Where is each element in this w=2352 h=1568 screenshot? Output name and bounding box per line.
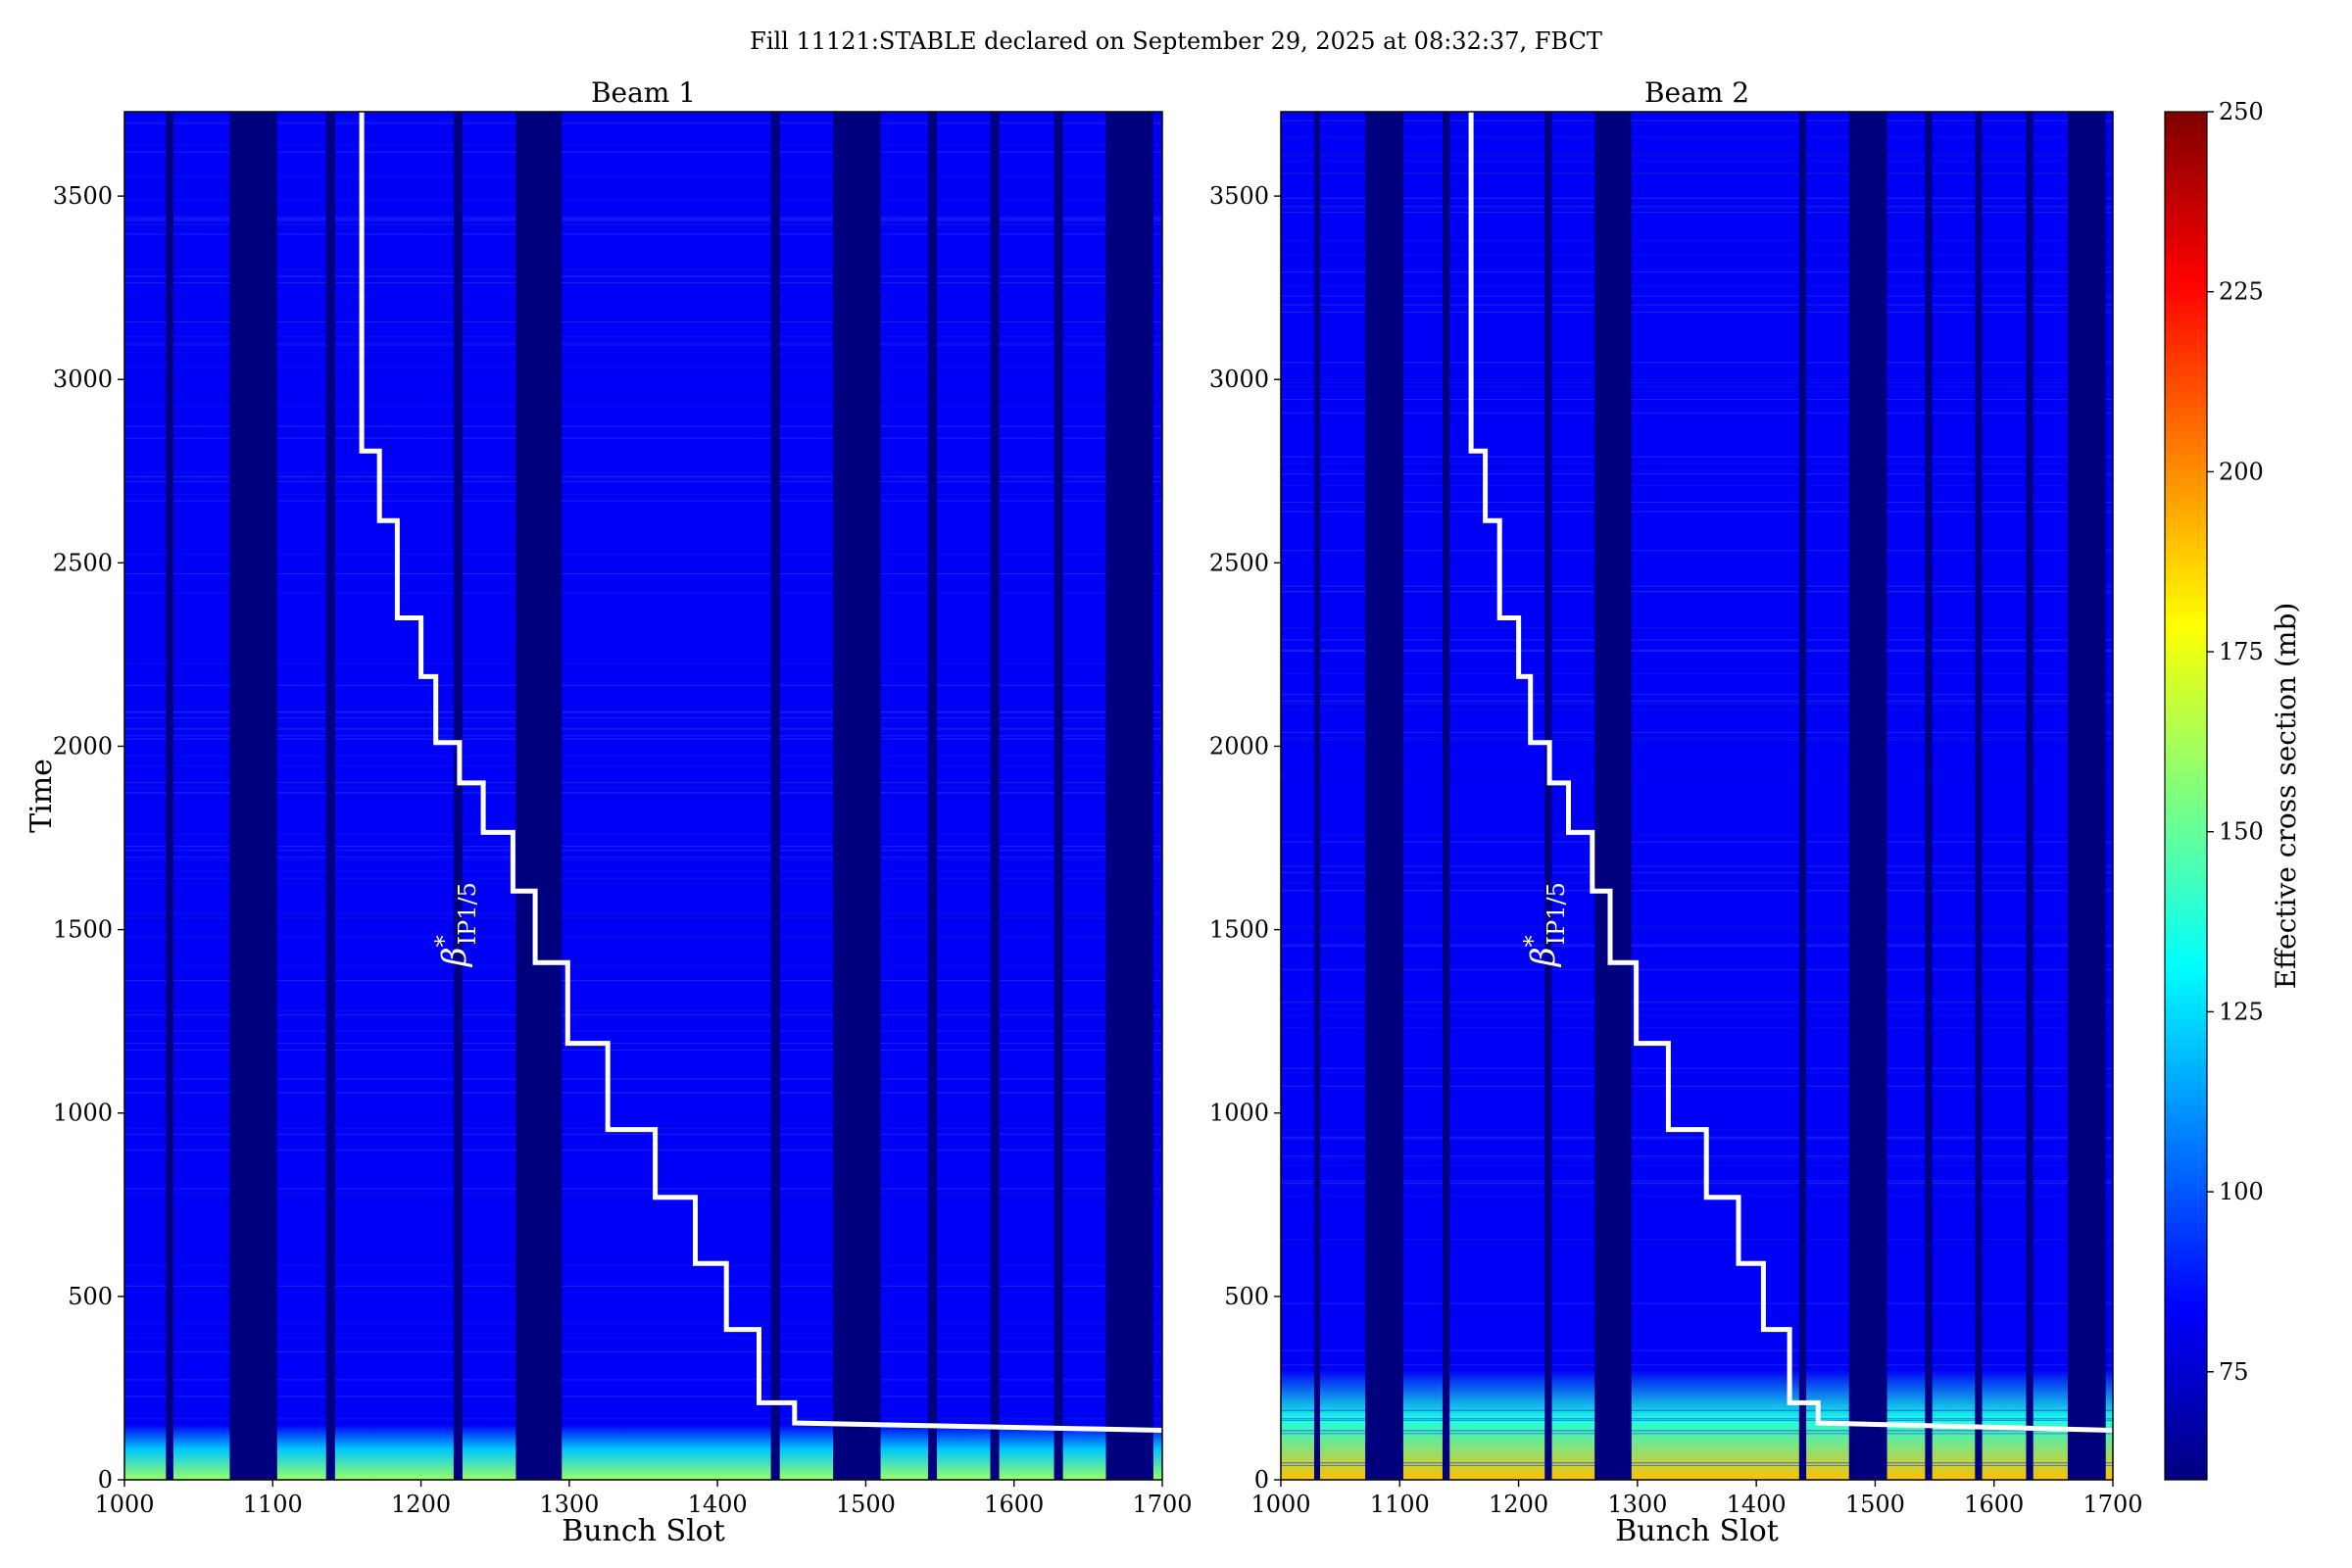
y-tick-label: 2000 [1209, 732, 1269, 760]
beta-star-label: β*IP1/5 [1519, 882, 1570, 968]
colorbar-label: Effective cross section (mb) [2270, 603, 2302, 990]
y-tick-label: 500 [68, 1283, 113, 1310]
x-tick-label: 1100 [1370, 1491, 1430, 1518]
y-tick-label: 2000 [53, 732, 113, 760]
empty-slot-column [1925, 112, 1933, 1480]
x-tick-label: 1200 [1489, 1491, 1548, 1518]
y-tick-label: 3500 [53, 182, 113, 210]
empty-slot-column [1054, 112, 1063, 1480]
beam-2-panel: β*IP1/5 Beam 2 1000 1100 1200 1300 1400 1500 160… [1209, 76, 2143, 1548]
x-axis-label: Bunch Slot [1615, 1514, 1779, 1548]
y-tick-label: 1500 [1209, 916, 1269, 944]
empty-slot-column [1975, 112, 1983, 1480]
empty-slot-column [1442, 112, 1450, 1480]
x-tick-label: 1600 [984, 1491, 1044, 1518]
x-tick-label: 1200 [391, 1491, 451, 1518]
heatmap-early-band [124, 1424, 1162, 1480]
beta-star-label: β*IP1/5 [430, 882, 481, 968]
y-tick-label: 0 [1254, 1466, 1269, 1494]
colorbar: 75 100 125 150 175 200 225 250 Effective cross … [2164, 98, 2302, 1481]
colorbar-tick-label: 150 [2219, 818, 2264, 846]
beta-symbol: β [1524, 947, 1563, 968]
empty-slot-column [1848, 112, 1887, 1480]
beta-star-superscript: * [430, 935, 458, 947]
x-tick-label: 1500 [1845, 1491, 1905, 1518]
x-tick-label: 1400 [688, 1491, 748, 1518]
plot-frame [1280, 111, 2114, 1481]
beta-star-step-line [1468, 112, 2113, 1433]
plot-frame [123, 111, 1163, 1481]
y-tick-label: 1000 [1209, 1100, 1269, 1127]
beta-symbol: β [435, 947, 474, 968]
x-tick-label: 1100 [243, 1491, 303, 1518]
heatmap [1281, 112, 2113, 1480]
empty-slot-column [1105, 112, 1153, 1480]
beta-star-step-line [359, 112, 1162, 1433]
empty-slot-column [2026, 112, 2034, 1480]
x-tick-label: 1300 [539, 1491, 599, 1518]
y-axis-label: Time [24, 759, 59, 833]
x-tick-label: 1000 [1250, 1491, 1310, 1518]
x-tick-label: 1700 [1132, 1491, 1192, 1518]
colorbar-tick-label: 100 [2219, 1178, 2264, 1205]
colorbar-gradient [2164, 111, 2208, 1481]
colorbar-tick-label: 75 [2219, 1358, 2249, 1386]
colorbar-ticks: 75 100 125 150 175 200 225 250 [2207, 98, 2264, 1386]
colorbar-tick-label: 225 [2219, 278, 2264, 306]
empty-slot-column [1798, 112, 1807, 1480]
panel-title: Beam 1 [591, 76, 696, 109]
empty-slot-column [515, 112, 563, 1480]
y-tick-label: 3000 [1209, 366, 1269, 393]
heatmap-bulk [124, 112, 1162, 1480]
y-tick-label: 3000 [53, 366, 113, 393]
x-tick-label: 1500 [836, 1491, 896, 1518]
colorbar-tick-label: 200 [2219, 458, 2264, 485]
empty-slot-column [229, 112, 277, 1480]
empty-slot-column [325, 112, 335, 1480]
x-tick-label: 1700 [2082, 1491, 2142, 1518]
empty-slot-column [927, 112, 938, 1480]
beam-1-panel: β*IP1/5 Beam 1 1000 1100 1200 1300 1400 1500 160… [24, 76, 1193, 1548]
empty-slot-column [1544, 112, 1552, 1480]
figure-suptitle: Fill 11121:STABLE declared on September … [750, 27, 1602, 55]
x-tick-label: 1300 [1607, 1491, 1667, 1518]
y-tick-label: 1000 [53, 1100, 113, 1127]
x-tick-label: 1600 [1964, 1491, 2024, 1518]
heatmap-bulk [1281, 112, 2113, 1480]
x-axis-label: Bunch Slot [562, 1514, 725, 1548]
empty-slot-column [990, 112, 1000, 1480]
beta-star-superscript: * [1519, 935, 1546, 947]
colorbar-tick-label: 250 [2219, 98, 2264, 125]
colorbar-tick-label: 175 [2219, 638, 2264, 665]
panel-title: Beam 2 [1644, 76, 1749, 109]
empty-slot-column [1313, 112, 1321, 1480]
empty-slot-column [770, 112, 780, 1480]
empty-slot-column [833, 112, 881, 1480]
y-tick-label: 2500 [53, 549, 113, 576]
y-tick-label: 2500 [1209, 549, 1269, 576]
empty-slot-column [453, 112, 463, 1480]
y-tick-label: 3500 [1209, 182, 1269, 210]
y-tick-label: 1500 [53, 916, 113, 944]
y-tick-label: 0 [98, 1466, 113, 1494]
beta-subscript: IP1/5 [1543, 882, 1570, 945]
empty-slot-column [166, 112, 173, 1480]
empty-slot-column [1365, 112, 1403, 1480]
empty-slot-column [2067, 112, 2106, 1480]
y-tick-label: 500 [1224, 1283, 1269, 1310]
beta-subscript: IP1/5 [454, 882, 481, 945]
heatmap [124, 112, 1162, 1480]
x-tick-label: 1000 [94, 1491, 154, 1518]
empty-slot-column [1594, 112, 1632, 1480]
colorbar-tick-label: 125 [2219, 998, 2264, 1025]
x-tick-label: 1400 [1727, 1491, 1787, 1518]
